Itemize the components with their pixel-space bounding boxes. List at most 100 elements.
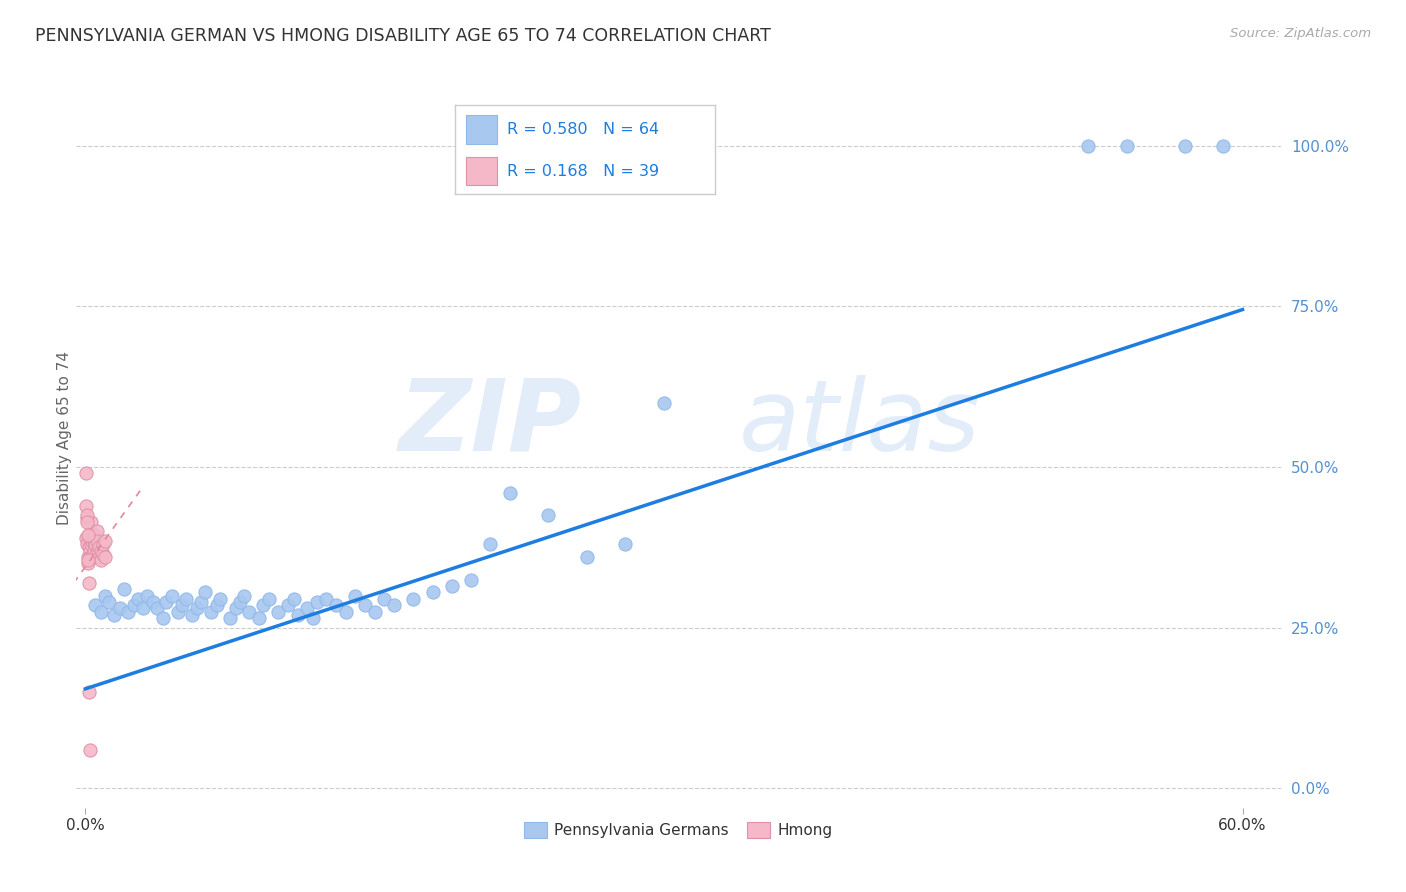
Point — [1174, 138, 1197, 153]
Point — [108, 601, 131, 615]
Point — [283, 591, 305, 606]
Point — [152, 611, 174, 625]
Point — [537, 508, 560, 523]
Point — [136, 589, 159, 603]
Text: PENNSYLVANIA GERMAN VS HMONG DISABILITY AGE 65 TO 74 CORRELATION CHART: PENNSYLVANIA GERMAN VS HMONG DISABILITY … — [35, 27, 770, 45]
Point — [77, 553, 100, 567]
Point — [80, 533, 103, 548]
Point — [75, 467, 97, 481]
Point — [76, 515, 98, 529]
Point — [325, 599, 347, 613]
Point — [77, 557, 100, 571]
Point — [84, 547, 107, 561]
Point — [402, 591, 425, 606]
Point — [257, 591, 280, 606]
Point — [91, 537, 114, 551]
Point — [76, 527, 98, 541]
Point — [103, 607, 125, 622]
Point — [79, 743, 101, 757]
Point — [232, 589, 254, 603]
Point — [186, 601, 208, 615]
Point — [87, 543, 110, 558]
Point — [315, 591, 337, 606]
Point — [91, 547, 114, 561]
Point — [1212, 138, 1234, 153]
Point — [87, 541, 110, 555]
Point — [75, 531, 97, 545]
Point — [77, 541, 100, 555]
Point — [335, 605, 357, 619]
Point — [295, 601, 318, 615]
Point — [225, 601, 247, 615]
Point — [86, 524, 108, 539]
Point — [305, 595, 328, 609]
Point — [93, 533, 115, 548]
Point — [142, 595, 165, 609]
Point — [86, 533, 108, 548]
Point — [79, 549, 101, 564]
Point — [117, 605, 139, 619]
Point — [170, 599, 193, 613]
Point — [174, 591, 197, 606]
Point — [167, 605, 190, 619]
Point — [219, 611, 242, 625]
Point — [267, 605, 290, 619]
Point — [90, 553, 112, 567]
Point — [422, 585, 444, 599]
Point — [155, 595, 177, 609]
Point — [112, 582, 135, 597]
Point — [1115, 138, 1137, 153]
Point — [82, 527, 104, 541]
Point — [79, 685, 101, 699]
Point — [83, 543, 105, 558]
Point — [238, 605, 260, 619]
Point — [94, 549, 117, 564]
Legend: Pennsylvania Germans, Hmong: Pennsylvania Germans, Hmong — [517, 816, 839, 845]
Point — [205, 599, 228, 613]
Point — [127, 591, 149, 606]
Point — [440, 579, 463, 593]
Point — [84, 537, 107, 551]
Point — [382, 599, 405, 613]
Point — [180, 607, 202, 622]
Point — [76, 511, 98, 525]
Point — [97, 595, 120, 609]
Point — [160, 589, 183, 603]
Point — [80, 537, 103, 551]
Text: ZIP: ZIP — [399, 375, 582, 472]
Point — [146, 601, 169, 615]
Point — [132, 601, 155, 615]
Point — [200, 605, 222, 619]
Point — [302, 611, 325, 625]
Point — [252, 599, 274, 613]
Text: Source: ZipAtlas.com: Source: ZipAtlas.com — [1230, 27, 1371, 40]
Point — [287, 607, 309, 622]
Point — [190, 595, 212, 609]
Point — [79, 527, 101, 541]
Point — [575, 549, 598, 564]
Point — [194, 585, 217, 599]
Point — [79, 543, 101, 558]
Point — [80, 515, 103, 529]
Point — [614, 537, 637, 551]
Point — [76, 508, 98, 523]
Point — [84, 527, 107, 541]
Point — [209, 591, 232, 606]
Point — [122, 599, 145, 613]
Point — [82, 549, 104, 564]
Point — [652, 396, 675, 410]
Point — [77, 575, 100, 590]
Point — [499, 485, 522, 500]
Point — [84, 599, 107, 613]
Point — [83, 533, 105, 548]
Point — [354, 599, 377, 613]
Y-axis label: Disability Age 65 to 74: Disability Age 65 to 74 — [58, 351, 72, 525]
Point — [76, 549, 98, 564]
Point — [75, 499, 97, 513]
Point — [90, 543, 112, 558]
Point — [247, 611, 270, 625]
Point — [364, 605, 387, 619]
Point — [373, 591, 395, 606]
Point — [460, 573, 482, 587]
Text: atlas: atlas — [738, 375, 980, 472]
